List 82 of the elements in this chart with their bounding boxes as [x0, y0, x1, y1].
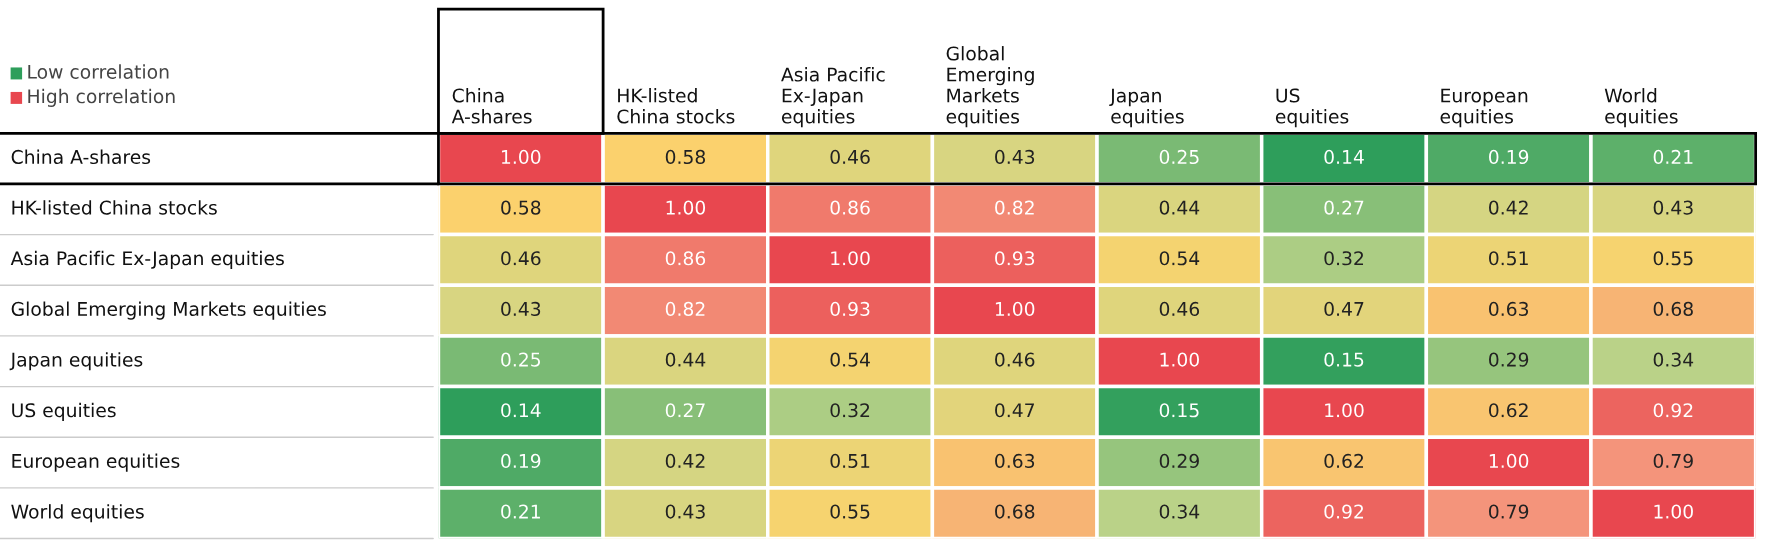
- data-label: 0.62: [1324, 453, 1364, 469]
- data-label: 0.46: [501, 251, 541, 266]
- data-label: 0.14: [1324, 149, 1364, 165]
- data-label: 1.00: [1160, 352, 1199, 367]
- data-label: 0.93: [830, 301, 870, 317]
- data-label: 0.86: [665, 251, 706, 266]
- data-label: 0.47: [1324, 301, 1364, 317]
- data-label: 0.55: [830, 504, 870, 519]
- data-label: 0.25: [501, 352, 541, 367]
- x-tick-label: Global Emerging Markets equities: [946, 46, 1034, 128]
- data-label: 0.27: [665, 403, 705, 418]
- data-label: 0.46: [830, 149, 870, 165]
- y-tick-label: Asia Pacific Ex-Japan equities: [10, 250, 284, 269]
- data-label: 0.43: [665, 504, 705, 519]
- y-tick-label: European equities: [12, 453, 180, 472]
- data-label: 0.51: [830, 453, 870, 469]
- data-label: 1.00: [831, 251, 870, 266]
- data-label: 1.00: [995, 301, 1035, 317]
- x-tick-label: European equities: [1440, 88, 1528, 128]
- data-label: 0.21: [1653, 149, 1693, 165]
- data-label: 0.43: [501, 301, 541, 317]
- data-label: 0.32: [830, 403, 870, 418]
- data-label: 0.34: [1159, 504, 1200, 519]
- data-label: 0.42: [665, 453, 705, 469]
- x-tick-label: Japan equities: [1109, 88, 1184, 128]
- data-label: 0.92: [1653, 403, 1693, 418]
- data-label: 0.68: [995, 504, 1035, 519]
- text: High correlation: [28, 88, 175, 107]
- x-tick-label: HK-listed China stocks: [617, 88, 735, 124]
- data-label: 0.43: [1653, 200, 1693, 215]
- data-label: 0.82: [665, 301, 705, 317]
- x-tick-label: China A-shares: [451, 88, 532, 124]
- data-label: 0.51: [1489, 251, 1528, 266]
- data-label: 0.14: [501, 403, 541, 418]
- data-label: 0.92: [1324, 504, 1364, 519]
- data-label: 0.19: [501, 453, 541, 469]
- y-tick-label: Japan equities: [9, 352, 143, 371]
- data-label: 0.27: [1324, 200, 1364, 215]
- data-label: 0.44: [1159, 200, 1200, 215]
- data-label: 0.29: [1159, 453, 1199, 469]
- data-label: 0.15: [1324, 352, 1364, 367]
- x-tick-label: US equities: [1275, 88, 1349, 128]
- data-label: 0.29: [1489, 352, 1529, 367]
- data-label: 1.00: [1325, 403, 1364, 418]
- y-tick-label: World equities: [11, 504, 144, 523]
- data-label: 0.34: [1653, 352, 1694, 367]
- data-label: 0.63: [995, 453, 1035, 469]
- x-tick-label: Asia Pacific Ex-Japan equities: [781, 67, 885, 128]
- data-label: 0.58: [665, 149, 706, 165]
- y-tick-label: US equities: [12, 402, 116, 421]
- data-label: 0.55: [1653, 251, 1693, 266]
- data-label: 0.44: [665, 352, 706, 367]
- data-label: 0.42: [1489, 200, 1528, 215]
- data-label: 0.68: [1653, 301, 1693, 317]
- data-label: 1.00: [1654, 504, 1693, 519]
- data-label: 1.00: [1489, 453, 1529, 469]
- y-tick-label: Global Emerging Markets equities: [11, 301, 326, 320]
- data-label: 0.82: [995, 200, 1034, 215]
- x-tick-label: World equities: [1604, 88, 1678, 128]
- data-label: 0.63: [1489, 301, 1529, 317]
- y-tick-label: HK-listed China stocks: [12, 200, 217, 215]
- data-label: 0.86: [830, 200, 870, 215]
- data-label: 0.62: [1489, 403, 1528, 418]
- data-label: 0.93: [995, 251, 1035, 266]
- text: Low correlation: [28, 64, 169, 79]
- data-label: 0.32: [1324, 251, 1364, 266]
- data-label: 0.79: [1489, 504, 1529, 519]
- data-label: 0.58: [501, 200, 541, 215]
- y-tick-label: China A-shares: [11, 149, 151, 165]
- data-label: 0.54: [1159, 251, 1200, 266]
- data-label: 1.00: [501, 149, 541, 165]
- data-label: 0.46: [995, 352, 1035, 367]
- data-label: 0.46: [1159, 301, 1200, 317]
- data-label: 0.54: [830, 352, 870, 367]
- data-label: 0.47: [995, 403, 1034, 418]
- data-label: 0.25: [1159, 149, 1199, 165]
- data-label: 1.00: [666, 200, 706, 215]
- data-label: 0.21: [501, 504, 540, 519]
- data-label: 0.79: [1653, 453, 1693, 469]
- data-label: 0.15: [1159, 403, 1199, 418]
- data-label: 0.19: [1489, 149, 1529, 165]
- data-label: 0.43: [995, 149, 1035, 165]
